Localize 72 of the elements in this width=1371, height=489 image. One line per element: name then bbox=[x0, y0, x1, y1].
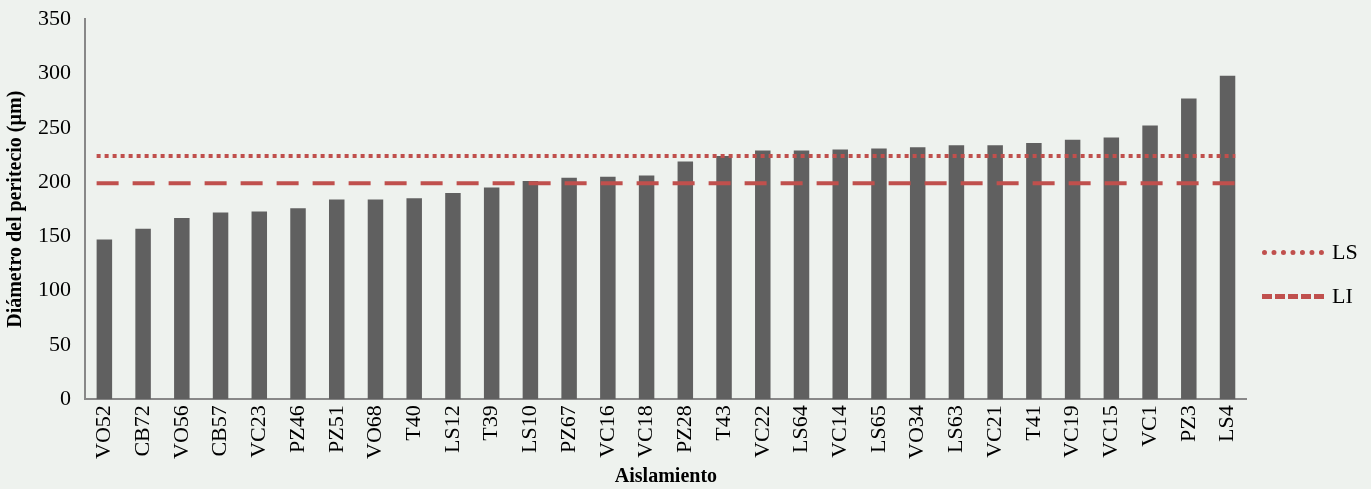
bar bbox=[1142, 125, 1158, 400]
bar bbox=[1219, 75, 1236, 400]
x-tick-label: VO68 bbox=[361, 405, 387, 460]
x-tick-label: T41 bbox=[1019, 405, 1045, 441]
bar bbox=[561, 177, 577, 400]
y-tick-label: 350 bbox=[38, 4, 71, 30]
bar bbox=[367, 199, 384, 400]
bar bbox=[1103, 137, 1120, 400]
x-tick-label: VC16 bbox=[593, 405, 619, 458]
bar bbox=[1064, 139, 1081, 400]
x-tick-label: T43 bbox=[709, 405, 735, 441]
legend-label: LI bbox=[1332, 283, 1353, 309]
x-tick-label: LS4 bbox=[1213, 405, 1239, 442]
x-tick-label: CB72 bbox=[128, 405, 154, 457]
x-tick-label: T40 bbox=[399, 405, 425, 441]
y-tick-label: 0 bbox=[60, 385, 71, 411]
bar bbox=[909, 147, 926, 400]
bar bbox=[871, 148, 887, 400]
x-tick-label: VO34 bbox=[903, 405, 929, 460]
x-axis-title: Aislamiento bbox=[614, 464, 718, 487]
y-tick-label: 100 bbox=[38, 276, 71, 302]
bar bbox=[987, 145, 1003, 400]
x-tick-label: VO52 bbox=[90, 405, 116, 460]
x-tick-label: VC23 bbox=[245, 405, 271, 458]
bar bbox=[406, 198, 422, 400]
bar bbox=[251, 211, 268, 400]
bar bbox=[212, 212, 229, 400]
bar bbox=[1181, 98, 1197, 400]
bar bbox=[135, 228, 151, 400]
x-tick-label: LS65 bbox=[864, 405, 890, 453]
bar bbox=[716, 156, 732, 400]
x-tick-label: PZ67 bbox=[554, 405, 580, 453]
x-tick-label: VC19 bbox=[1058, 405, 1084, 458]
bar bbox=[483, 187, 500, 400]
x-tick-label: VC15 bbox=[1097, 405, 1123, 458]
x-tick-label: PZ46 bbox=[283, 405, 309, 453]
y-axis-title: Diámetro del peritecio (µm) bbox=[3, 90, 27, 328]
bar bbox=[677, 161, 694, 400]
bar bbox=[600, 176, 616, 400]
x-tick-label: LS10 bbox=[516, 405, 542, 453]
x-tick-label: VC14 bbox=[826, 405, 852, 458]
x-tick-label: PZ3 bbox=[1174, 405, 1200, 442]
x-tick-label: LS64 bbox=[787, 405, 813, 453]
y-tick-label: 50 bbox=[49, 330, 71, 356]
x-tick-label: VC22 bbox=[748, 405, 774, 458]
x-tick-label: VC21 bbox=[980, 405, 1006, 458]
bar bbox=[522, 180, 539, 400]
bar bbox=[948, 145, 965, 400]
x-tick-label: LS12 bbox=[438, 405, 464, 453]
x-tick-label: LS63 bbox=[942, 405, 968, 453]
x-tick-label: PZ51 bbox=[322, 405, 348, 453]
bar bbox=[96, 239, 113, 400]
x-tick-label: VO56 bbox=[167, 405, 193, 460]
legend-label: LS bbox=[1332, 239, 1358, 265]
bar bbox=[755, 150, 771, 400]
x-tick-label: PZ28 bbox=[671, 405, 697, 453]
bar bbox=[832, 149, 848, 400]
x-tick-label: VC1 bbox=[1135, 405, 1161, 447]
y-tick-label: 250 bbox=[38, 113, 71, 139]
bar bbox=[445, 192, 461, 400]
y-tick-label: 300 bbox=[38, 59, 71, 85]
x-tick-label: VC18 bbox=[632, 405, 658, 458]
bar bbox=[1026, 142, 1042, 400]
x-tick-label: T39 bbox=[477, 405, 503, 441]
y-tick-label: 200 bbox=[38, 167, 71, 193]
bar bbox=[329, 199, 345, 400]
bar bbox=[638, 175, 655, 400]
x-tick-label: CB57 bbox=[206, 405, 232, 457]
bar bbox=[290, 208, 306, 400]
bar bbox=[793, 150, 810, 400]
y-tick-label: 150 bbox=[38, 222, 71, 248]
bar bbox=[174, 217, 190, 400]
